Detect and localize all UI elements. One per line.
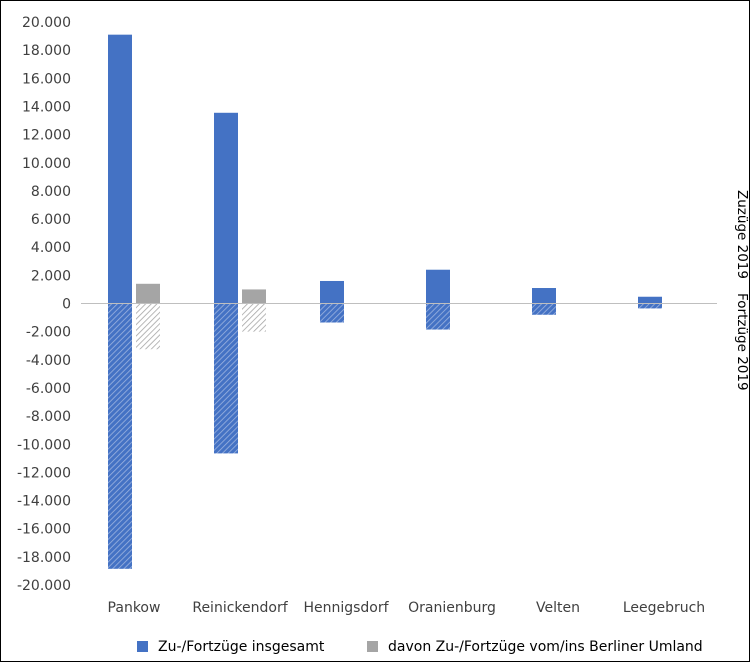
bar-fortzuege-0: [320, 303, 344, 323]
legend-swatch-umland: [367, 641, 378, 652]
y-tick-label: -12.000: [17, 465, 71, 481]
bar-zuzuege-0: [320, 280, 344, 304]
y-tick-label: 16.000: [22, 71, 71, 87]
y-tick-label: 4.000: [31, 240, 71, 256]
category-label: Reinickendorf: [192, 600, 288, 616]
y-tick-label: 2.000: [31, 268, 71, 284]
y-tick-label: -20.000: [17, 578, 71, 594]
y-tick-label: 14.000: [22, 99, 71, 115]
y-tick-label: -6.000: [26, 381, 71, 397]
bar-zuzuege-0: [214, 112, 238, 304]
bar-fortzuege-0: [108, 303, 132, 569]
category-labels: Pankow Reinickendorf Hennigsdorf Oranienbur…: [108, 600, 706, 616]
category-label: Velten: [536, 600, 580, 616]
fortzuege-axis-label: Fortzüge 2019: [734, 293, 750, 391]
category-label: Leegebruch: [623, 600, 705, 616]
bar-zuzuege-0: [108, 34, 132, 304]
y-tick-label: 6.000: [31, 212, 71, 228]
category-label: Hennigsdorf: [303, 600, 389, 616]
legend: Zu-/Fortzüge insgesamt davon Zu-/Fortzüg…: [137, 639, 703, 655]
zuzuege-axis-label: Zuzüge 2019: [734, 190, 750, 279]
bar-fortzuege-1: [136, 303, 160, 350]
bar-zuzuege-0: [426, 269, 450, 304]
bar-fortzuege-0: [638, 303, 662, 309]
legend-swatch-total: [137, 641, 148, 652]
category-label: Pankow: [108, 600, 161, 616]
y-tick-label: 10.000: [22, 156, 71, 172]
y-tick-label: -4.000: [26, 353, 71, 369]
y-tick-label: -8.000: [26, 409, 71, 425]
bar-zuzuege-1: [242, 289, 266, 304]
y-tick-label: -18.000: [17, 550, 71, 566]
y-tick-label: -16.000: [17, 522, 71, 538]
y-tick-label: 0: [62, 297, 71, 313]
bar-zuzuege-1: [136, 283, 160, 304]
bar-fortzuege-0: [426, 303, 450, 330]
y-tick-label: -10.000: [17, 437, 71, 453]
y-tick-label: 20.000: [22, 15, 71, 31]
y-axis-ticks: 20.000 18.000 16.000 14.000 12.000 10.000 8.00…: [17, 15, 71, 594]
y-tick-label: -14.000: [17, 494, 71, 510]
bar-fortzuege-0: [532, 303, 556, 315]
y-tick-label: 18.000: [22, 43, 71, 59]
bar-zuzuege-0: [532, 288, 556, 304]
y-tick-label: -2.000: [26, 325, 71, 341]
bar-fortzuege-0: [214, 303, 238, 454]
legend-label-umland: davon Zu-/Fortzüge vom/ins Berliner Umla…: [388, 639, 703, 655]
bar-zuzuege-0: [638, 296, 662, 304]
category-label: Oranienburg: [408, 600, 496, 616]
bars: [108, 34, 662, 569]
legend-label-total: Zu-/Fortzüge insgesamt: [158, 639, 325, 655]
y-tick-label: 8.000: [31, 184, 71, 200]
bar-fortzuege-1: [242, 303, 266, 332]
y-tick-label: 12.000: [22, 128, 71, 144]
